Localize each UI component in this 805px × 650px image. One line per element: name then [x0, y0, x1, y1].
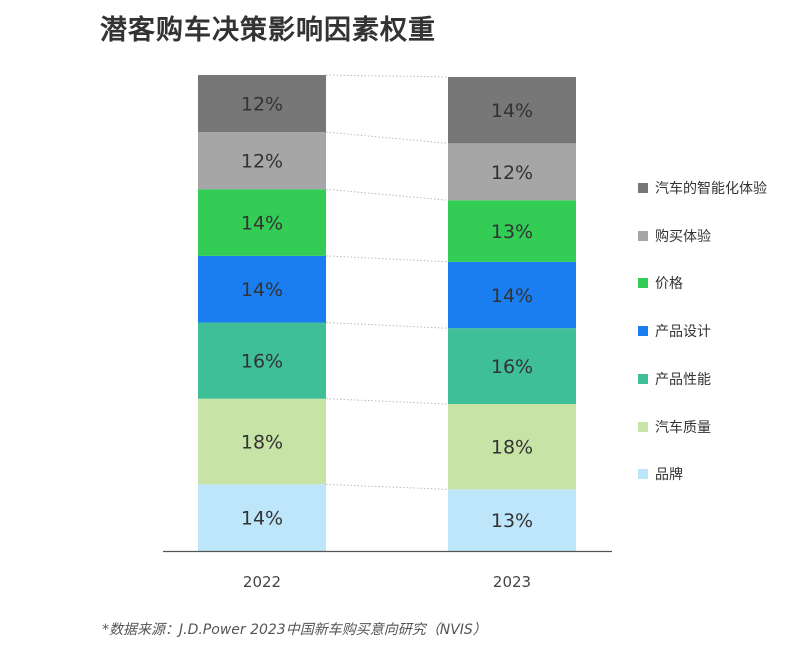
legend-label: 产品设计 — [655, 324, 711, 341]
connector-line — [325, 398, 449, 405]
legend-label: 汽车质量 — [655, 419, 711, 436]
bar-segment — [448, 404, 576, 490]
bar-segment — [198, 75, 326, 133]
legend-label: 汽车的智能化体验 — [655, 181, 767, 197]
legend-swatch — [638, 326, 648, 337]
chart-title: 潜客购车决策影响因素权重 — [100, 15, 436, 46]
bar-segment — [448, 200, 576, 262]
legend-swatch — [638, 230, 648, 241]
legend-swatch — [638, 421, 648, 432]
x-tick-label: 2023 — [493, 573, 531, 591]
legend-item: 购买体验 — [638, 226, 711, 246]
data-label: 14% — [491, 285, 533, 307]
x-tick-label: 2022 — [243, 573, 281, 591]
legend-swatch — [638, 373, 648, 384]
data-label: 14% — [491, 100, 533, 122]
data-label: 13% — [491, 221, 533, 243]
legend-item: 产品性能 — [638, 369, 711, 389]
connector-line — [325, 74, 449, 78]
legend-label: 产品性能 — [655, 371, 711, 388]
bar-segment — [198, 484, 326, 551]
data-label: 13% — [491, 510, 533, 532]
bar-segment — [448, 261, 576, 329]
data-label: 12% — [241, 94, 283, 116]
legend-swatch — [638, 278, 648, 289]
bar-segment — [448, 77, 576, 144]
legend-label: 购买体验 — [655, 228, 711, 245]
data-label: 16% — [241, 351, 283, 373]
data-label: 12% — [241, 151, 283, 173]
bar-segment — [198, 322, 326, 399]
data-label: 14% — [241, 213, 283, 235]
data-label: 18% — [491, 437, 533, 459]
source-note: *数据来源：J.D.Power 2023中国新车购买意向研究（NVIS） — [102, 622, 487, 638]
legend-item: 品牌 — [638, 464, 683, 484]
legend-item: 汽车质量 — [638, 417, 711, 437]
bar-segment — [198, 132, 326, 190]
legend-swatch — [638, 469, 648, 480]
connector-line — [325, 322, 449, 329]
bar-segment — [198, 398, 326, 485]
bar-segment — [198, 189, 326, 256]
legend-label: 品牌 — [655, 467, 683, 484]
bar-segment — [448, 143, 576, 201]
legend-item: 价格 — [638, 273, 683, 293]
legend-label: 价格 — [655, 276, 683, 293]
connector-line — [325, 483, 449, 490]
bar-segment — [198, 255, 326, 323]
data-label: 14% — [241, 279, 283, 301]
data-label: 16% — [491, 356, 533, 378]
data-label: 14% — [241, 508, 283, 530]
legend-item: 汽车的智能化体验 — [638, 178, 767, 198]
legend-item: 产品设计 — [638, 321, 711, 341]
data-label: 12% — [491, 162, 533, 184]
bar-segment — [448, 489, 576, 551]
bar-segment — [448, 328, 576, 405]
connector-line — [325, 131, 449, 144]
data-label: 18% — [241, 432, 283, 454]
legend-swatch — [638, 183, 648, 193]
connector-line — [325, 255, 449, 263]
connector-line — [325, 188, 449, 201]
